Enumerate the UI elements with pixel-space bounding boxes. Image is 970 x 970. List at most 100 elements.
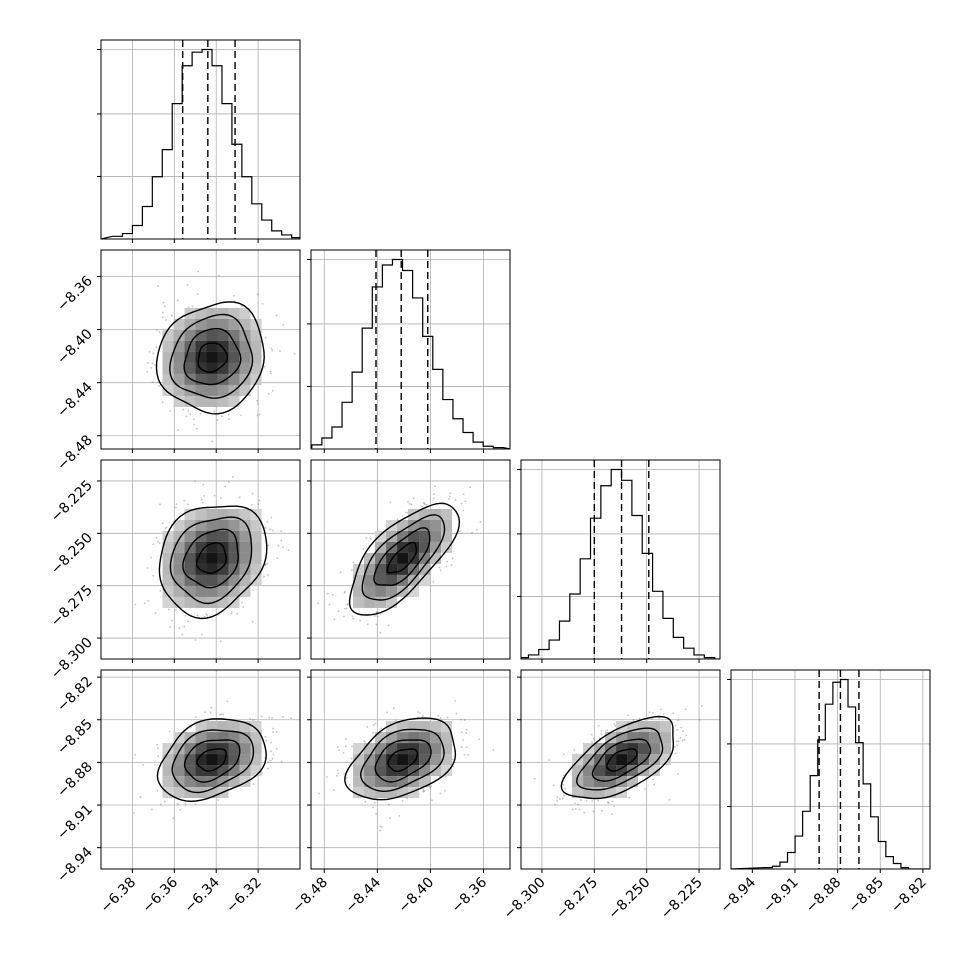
scatter-point bbox=[187, 409, 190, 412]
scatter-point bbox=[638, 717, 641, 720]
density-cell bbox=[173, 552, 185, 564]
scatter-point bbox=[251, 719, 254, 721]
scatter-point bbox=[204, 711, 206, 714]
contour-2-1-0 bbox=[386, 541, 418, 574]
scatter-point bbox=[161, 316, 164, 319]
density-cell bbox=[419, 530, 431, 542]
scatter-point bbox=[423, 502, 426, 505]
scatter-point bbox=[194, 803, 197, 806]
density-cell bbox=[441, 732, 453, 744]
panel-3-1: −8.48 −8.44 −8.40 −8.36 bbox=[289, 669, 511, 916]
density-cell bbox=[173, 329, 185, 341]
scatter-point bbox=[613, 723, 616, 725]
scatter-point bbox=[363, 740, 366, 743]
scatter-point bbox=[404, 511, 407, 514]
scatter-point bbox=[351, 745, 353, 748]
panel-frame bbox=[730, 669, 931, 870]
ytick-label: −8.88 bbox=[54, 759, 96, 801]
density-cell bbox=[228, 373, 240, 385]
scatter-point bbox=[676, 744, 678, 747]
scatter-point bbox=[171, 619, 173, 622]
density-cell bbox=[162, 340, 174, 352]
scatter-point bbox=[412, 497, 415, 500]
scatter-point bbox=[366, 726, 369, 728]
density-cell bbox=[353, 787, 365, 799]
density-cell bbox=[419, 754, 431, 766]
density-cell bbox=[228, 395, 240, 407]
density-cell bbox=[250, 318, 262, 330]
density-cell bbox=[649, 754, 661, 766]
scatter-point bbox=[313, 336, 315, 338]
density-cell bbox=[206, 508, 218, 520]
scatter-point bbox=[350, 757, 353, 760]
scatter-point bbox=[263, 365, 266, 368]
density-cell bbox=[228, 596, 240, 608]
density-cell bbox=[195, 508, 207, 520]
density-cell bbox=[184, 384, 196, 396]
density-cell bbox=[195, 384, 207, 396]
scatter-point bbox=[343, 591, 346, 594]
scatter-point bbox=[152, 543, 155, 546]
scatter-point bbox=[701, 705, 703, 707]
density-cell bbox=[162, 765, 174, 777]
scatter-point bbox=[591, 741, 594, 744]
density-cell bbox=[649, 765, 661, 777]
xtick-label: −8.225 bbox=[658, 875, 706, 923]
contour-2-0-3 bbox=[158, 505, 268, 620]
density-cell bbox=[217, 329, 229, 341]
scatter-point bbox=[375, 611, 378, 614]
scatter-point bbox=[293, 352, 296, 355]
density-cell bbox=[353, 776, 365, 788]
scatter-point bbox=[681, 739, 684, 742]
density-cell bbox=[250, 732, 262, 744]
scatter-point bbox=[265, 739, 268, 742]
scatter-point bbox=[219, 497, 222, 500]
density-cell bbox=[408, 732, 420, 744]
density-cell bbox=[206, 552, 218, 564]
density-cell bbox=[250, 574, 262, 586]
panel-3-0: −8.94−8.91−8.88−8.85−8.82−6.38 −6.36 −6.34… bbox=[54, 669, 301, 916]
scatter-point bbox=[370, 538, 372, 541]
density-cell bbox=[184, 563, 196, 575]
density-cell bbox=[638, 732, 650, 744]
scatter-point bbox=[211, 440, 214, 443]
density-cell bbox=[184, 530, 196, 542]
scatter-point bbox=[478, 738, 480, 741]
density-cell bbox=[195, 732, 207, 744]
density-cell bbox=[364, 787, 376, 799]
panel-frame bbox=[100, 459, 301, 660]
scatter-point bbox=[462, 739, 464, 741]
scatter-point bbox=[267, 544, 270, 547]
density-cell bbox=[419, 765, 431, 777]
scatter-point bbox=[345, 738, 347, 740]
contour-3-2-1 bbox=[591, 738, 652, 782]
density-cell bbox=[397, 721, 409, 733]
scatter-point bbox=[133, 812, 136, 815]
density-cell bbox=[173, 596, 185, 608]
xtick-label: −8.300 bbox=[501, 875, 549, 923]
scatter-point bbox=[562, 794, 565, 797]
scatter-point bbox=[251, 503, 253, 506]
scatter-point bbox=[346, 603, 349, 606]
density-cell bbox=[375, 530, 387, 542]
density-cell bbox=[397, 530, 409, 542]
scatter-point bbox=[266, 562, 269, 565]
scatter-point bbox=[422, 789, 425, 792]
scatter-point bbox=[170, 314, 173, 317]
scatter-point bbox=[438, 566, 441, 569]
density-cell bbox=[184, 585, 196, 597]
density-cell bbox=[430, 541, 442, 553]
density-cell bbox=[228, 318, 240, 330]
density-cell bbox=[594, 765, 606, 777]
scatter-point bbox=[352, 617, 355, 620]
density-cell bbox=[250, 563, 262, 575]
scatter-point bbox=[424, 503, 427, 506]
density-cell bbox=[206, 787, 218, 799]
scatter-point bbox=[458, 530, 461, 532]
scatter-point bbox=[154, 612, 157, 615]
scatter-point bbox=[217, 799, 220, 801]
scatter-point bbox=[264, 526, 267, 529]
density-cell bbox=[184, 754, 196, 766]
density-cell bbox=[364, 552, 376, 564]
